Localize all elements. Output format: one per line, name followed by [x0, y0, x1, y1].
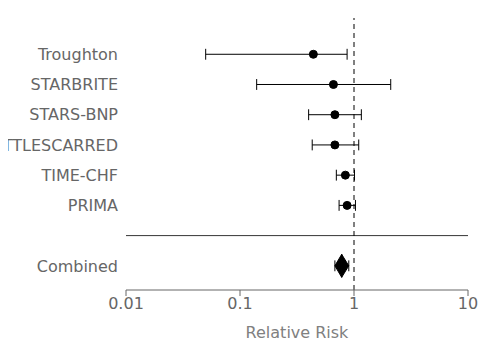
- svg-text:1: 1: [349, 294, 359, 313]
- svg-text:TIME-CHF: TIME-CHF: [40, 166, 118, 185]
- svg-text:Troughton: Troughton: [37, 45, 118, 64]
- svg-text:Relative Risk: Relative Risk: [246, 323, 350, 342]
- svg-text:0.1: 0.1: [227, 294, 252, 313]
- svg-text:10: 10: [458, 294, 478, 313]
- svg-text:PRIMA: PRIMA: [68, 196, 118, 215]
- svg-text:0.01: 0.01: [108, 294, 144, 313]
- svg-text:BATTLESCARRED: BATTLESCARRED: [8, 136, 118, 155]
- svg-text:STARS-BNP: STARS-BNP: [29, 105, 118, 124]
- svg-text:Combined: Combined: [37, 257, 118, 276]
- svg-text:STARBRITE: STARBRITE: [31, 75, 118, 94]
